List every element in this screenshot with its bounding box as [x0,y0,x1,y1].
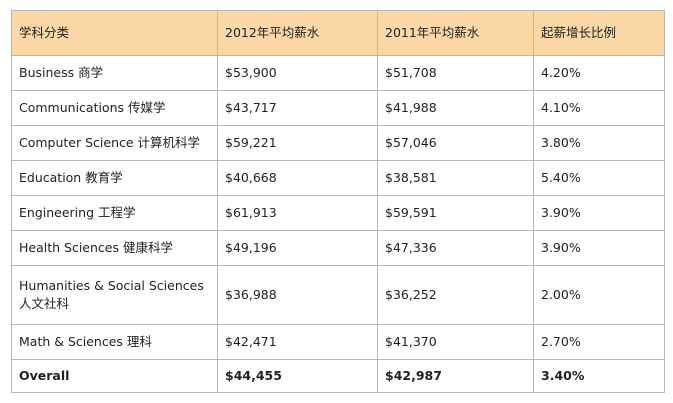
salary-comparison-table: 学科分类 2012年平均薪水 2011年平均薪水 起薪增长比例 Business… [11,10,665,393]
table-row: Health Sciences 健康科学 $49,196 $47,336 3.9… [11,230,665,266]
cell-total-salary-2012: $44,455 [217,359,378,393]
cell-total-label: Overall [11,359,218,393]
cell-salary-2012: $40,668 [217,160,378,196]
cell-salary-2011: $57,046 [377,125,534,161]
cell-discipline: Health Sciences 健康科学 [11,230,218,266]
cell-salary-2011: $36,252 [377,265,534,325]
table-row: Engineering 工程学 $61,913 $59,591 3.90% [11,195,665,231]
cell-total-growth-rate: 3.40% [533,359,665,393]
header-discipline: 学科分类 [11,10,218,56]
cell-growth-rate: 5.40% [533,160,665,196]
cell-salary-2012: $59,221 [217,125,378,161]
table-header-row: 学科分类 2012年平均薪水 2011年平均薪水 起薪增长比例 [11,10,665,56]
cell-growth-rate: 2.70% [533,324,665,360]
cell-salary-2012: $61,913 [217,195,378,231]
table-row: Humanities & Social Sciences 人文社科 $36,98… [11,265,665,325]
cell-salary-2011: $47,336 [377,230,534,266]
cell-growth-rate: 3.80% [533,125,665,161]
cell-salary-2012: $49,196 [217,230,378,266]
cell-discipline: Business 商学 [11,55,218,91]
cell-salary-2012: $42,471 [217,324,378,360]
cell-salary-2012: $36,988 [217,265,378,325]
cell-salary-2012: $53,900 [217,55,378,91]
cell-growth-rate: 2.00% [533,265,665,325]
table-row: Business 商学 $53,900 $51,708 4.20% [11,55,665,91]
header-salary-2012: 2012年平均薪水 [217,10,378,56]
cell-discipline: Communications 传媒学 [11,90,218,126]
table-row: Education 教育学 $40,668 $38,581 5.40% [11,160,665,196]
header-growth-rate: 起薪增长比例 [533,10,665,56]
cell-discipline: Engineering 工程学 [11,195,218,231]
table-row: Communications 传媒学 $43,717 $41,988 4.10% [11,90,665,126]
cell-salary-2011: $41,370 [377,324,534,360]
table-row: Computer Science 计算机科学 $59,221 $57,046 3… [11,125,665,161]
cell-discipline: Computer Science 计算机科学 [11,125,218,161]
table-row: Math & Sciences 理科 $42,471 $41,370 2.70% [11,324,665,360]
cell-total-salary-2011: $42,987 [377,359,534,393]
cell-salary-2012: $43,717 [217,90,378,126]
cell-salary-2011: $59,591 [377,195,534,231]
cell-growth-rate: 4.20% [533,55,665,91]
cell-growth-rate: 4.10% [533,90,665,126]
cell-salary-2011: $38,581 [377,160,534,196]
cell-growth-rate: 3.90% [533,195,665,231]
table-total-row: Overall $44,455 $42,987 3.40% [11,359,665,393]
cell-discipline: Math & Sciences 理科 [11,324,218,360]
cell-discipline: Education 教育学 [11,160,218,196]
cell-salary-2011: $41,988 [377,90,534,126]
header-salary-2011: 2011年平均薪水 [377,10,534,56]
cell-salary-2011: $51,708 [377,55,534,91]
salary-table-container: 学科分类 2012年平均薪水 2011年平均薪水 起薪增长比例 Business… [11,10,665,393]
cell-discipline: Humanities & Social Sciences 人文社科 [11,265,218,325]
cell-growth-rate: 3.90% [533,230,665,266]
